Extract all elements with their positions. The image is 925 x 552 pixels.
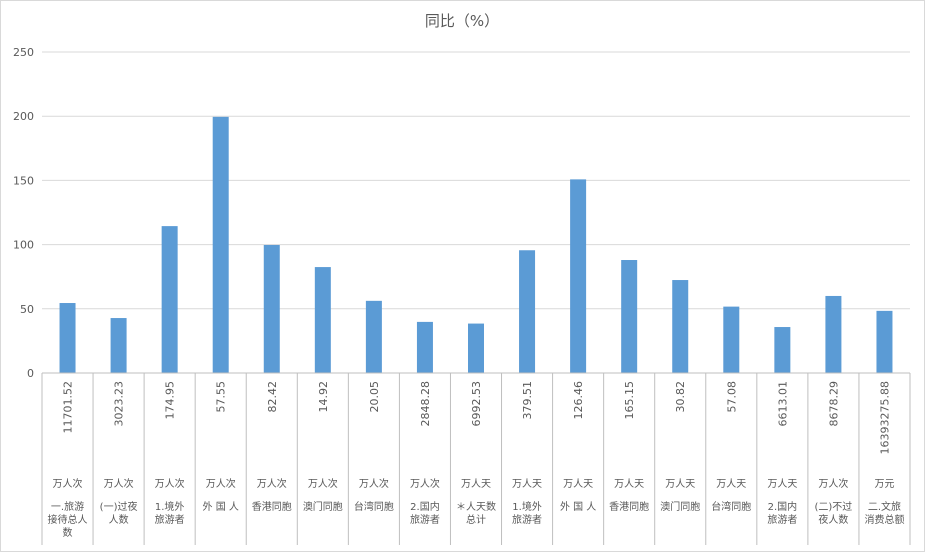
category-unit-label: 万人次 [410, 477, 440, 490]
y-tick-label: 0 [27, 367, 34, 380]
bar [110, 318, 127, 373]
bar [263, 244, 280, 373]
category-value-label: 2848.28 [419, 381, 432, 427]
category-value-label: 126.46 [572, 381, 585, 420]
category-name-label: 1.境外 [512, 500, 542, 513]
category-value-label: 20.05 [368, 381, 381, 413]
bar [774, 327, 791, 373]
y-axis-ticks: 0 50 100 150 200 250 [13, 46, 34, 380]
category-value-label: 82.42 [266, 381, 279, 413]
category-name-label: 数 [63, 526, 73, 539]
category-name-label: 消费总额 [864, 513, 904, 526]
category-name-label: 夜人数 [818, 513, 848, 526]
category-name-label: 旅游者 [767, 513, 797, 526]
y-tick-label: 100 [13, 239, 34, 252]
category-unit-label: 万人次 [257, 477, 287, 490]
category-value-label: 14.92 [317, 381, 330, 413]
category-name-label: (一)过夜 [100, 500, 138, 513]
category-unit-label: 万人次 [206, 477, 236, 490]
category-name-label: 旅游者 [512, 513, 542, 526]
y-tick-label: 150 [13, 174, 34, 187]
category-unit-label: 万人天 [614, 478, 644, 490]
category-unit-label: 万人次 [359, 477, 389, 490]
category-value-label: 6613.01 [776, 381, 789, 427]
category-unit-label: 万人天 [767, 478, 797, 490]
category-unit-label: 万人天 [716, 478, 746, 490]
bar [314, 267, 331, 373]
category-unit-label: 万人次 [53, 477, 83, 490]
category-name-label: 2.国内 [768, 500, 798, 513]
category-name-label: 一.旅游 [51, 500, 84, 513]
category-name-label: 澳门同胞 [303, 500, 343, 513]
category-name-label: ＊人天数 [456, 500, 496, 513]
category-value-label: 11701.52 [62, 381, 75, 434]
category-name-label: 人数 [109, 513, 129, 526]
category-name-label: (二)不过 [815, 500, 853, 513]
category-value-label: 16393275.88 [878, 381, 891, 454]
y-tick-label: 250 [13, 46, 34, 59]
category-unit-label: 万人次 [104, 477, 134, 490]
category-name-label: 外 国 人 [203, 501, 239, 513]
category-name-label: 总计 [466, 513, 486, 526]
category-name-label: 台湾同胞 [354, 500, 394, 513]
category-value-label: 30.82 [674, 381, 687, 413]
category-unit-label: 万人次 [308, 477, 338, 490]
category-name-label: 澳门同胞 [660, 500, 700, 513]
bar [723, 306, 740, 373]
bar [621, 260, 638, 373]
category-value-label: 57.08 [725, 381, 738, 413]
category-unit-label: 万人次 [818, 477, 848, 490]
category-value-label: 165.15 [623, 381, 636, 420]
category-value-label: 8678.29 [827, 381, 840, 427]
bar [212, 116, 229, 373]
category-name-label: 旅游者 [410, 513, 440, 526]
category-name-label: 2.国内 [410, 500, 440, 513]
chart-title: 同比（%） [425, 12, 499, 30]
bar [416, 321, 433, 373]
bar [161, 226, 178, 373]
category-name-label: 台湾同胞 [711, 500, 751, 513]
category-name-label: 外 国 人 [560, 501, 596, 513]
bar [672, 280, 689, 373]
bars [59, 116, 893, 373]
category-value-label: 57.55 [215, 381, 228, 413]
gridlines [42, 51, 910, 310]
category-value-label: 3023.23 [113, 381, 126, 427]
category-unit-label: 万人次 [155, 477, 185, 490]
bar [519, 250, 536, 373]
category-unit-label: 万人天 [461, 478, 491, 490]
category-name-label: 二.文旅 [868, 500, 901, 513]
category-name-label: 香港同胞 [252, 501, 292, 513]
bar [876, 310, 893, 373]
bar [825, 295, 842, 373]
category-name-label: 1.境外 [155, 500, 185, 513]
category-value-label: 379.51 [521, 381, 534, 420]
bar [570, 179, 587, 373]
category-name-label: 旅游者 [155, 513, 185, 526]
category-unit-label: 万人天 [512, 478, 542, 490]
bar [365, 300, 382, 373]
y-tick-label: 200 [13, 110, 34, 123]
category-name-label: 接待总人 [48, 513, 88, 526]
y-tick-label: 50 [20, 303, 34, 316]
category-unit-label: 万人天 [665, 478, 695, 490]
category-value-label: 6992.53 [470, 381, 483, 427]
bar [468, 323, 484, 373]
category-unit-label: 万人天 [563, 478, 593, 490]
category-name-label: 香港同胞 [609, 501, 649, 513]
category-unit-label: 万元 [874, 479, 894, 490]
bar [59, 303, 76, 373]
category-value-label: 174.95 [164, 381, 177, 420]
